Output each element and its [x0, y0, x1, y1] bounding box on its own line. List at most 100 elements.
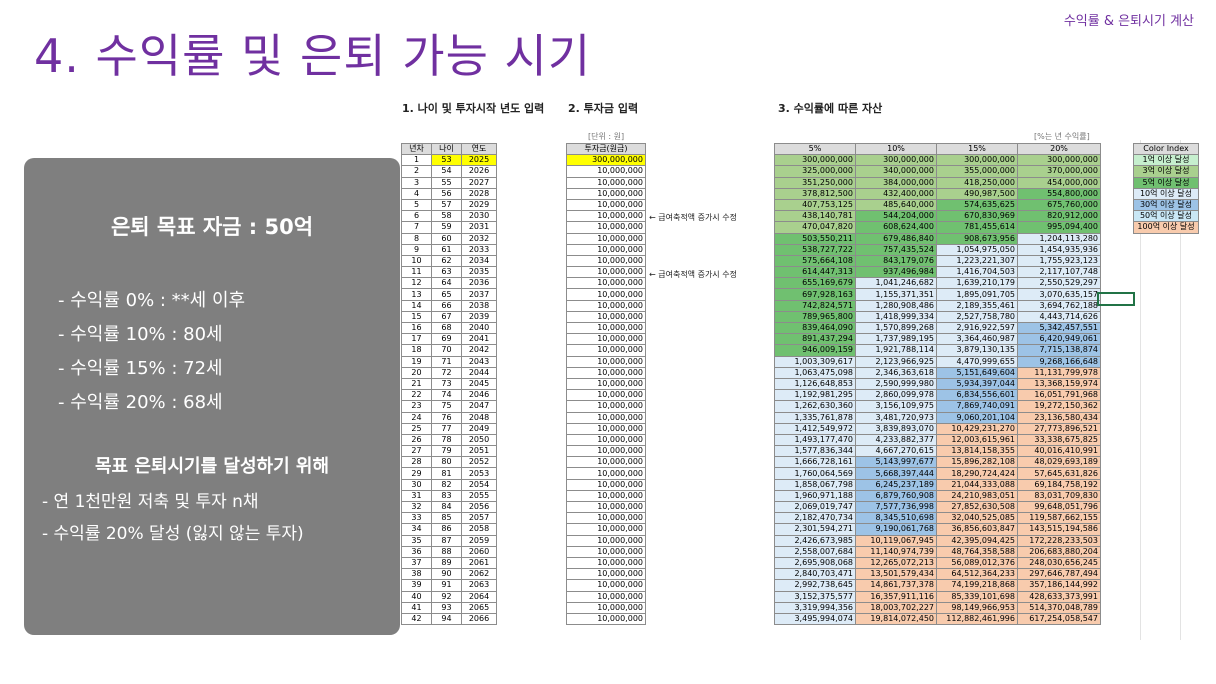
table-row: 10,000,000 [566, 288, 646, 301]
table-row: 10,000,000 [566, 568, 646, 581]
table-cell: 88 [431, 545, 462, 558]
table-cell: 10,000,000 [566, 556, 646, 570]
table-cell: 13,501,579,434 [855, 568, 937, 581]
table-row: 839,464,090 1,570,899,268 2,916,922,597 5,3… [774, 321, 1101, 335]
table-cell: 10,000,000 [566, 467, 646, 480]
table-cell: 370,000,000 [1017, 165, 1101, 178]
table-cell: 2064 [461, 590, 497, 603]
table-cell: 206,683,880,204 [1017, 545, 1101, 558]
table-row: 3,495,994,074 19,814,072,450 112,882,461,9… [774, 612, 1101, 626]
table-cell: 2,527,758,780 [936, 310, 1018, 324]
table-cell: 36 [401, 545, 432, 558]
table-cell: 79 [431, 445, 462, 458]
table-cell: 2 [401, 165, 432, 178]
table-row: 8 60 2032 [401, 232, 497, 245]
table-cell: 3 [401, 176, 432, 189]
table-cell: 2045 [461, 377, 497, 391]
table-row: 10,000,000 [566, 176, 646, 189]
table-row: 50억 이상 달성 [1133, 210, 1199, 223]
table-cell: 18 [401, 344, 432, 357]
table-cell: 72 [431, 366, 462, 379]
color-index-table: Color Index 1억 이상 달성 3억 이상 달성 5억 이상 달성 10억 … [1133, 142, 1199, 234]
table-row: 12 64 2036 [401, 277, 497, 290]
table-cell: 83,031,709,830 [1017, 489, 1101, 503]
table-cell: 82 [431, 478, 462, 491]
table-cell: 679,486,840 [855, 232, 937, 245]
table-row: 503,550,211 679,486,840 908,673,956 1,204,1… [774, 232, 1101, 245]
table-row: 325,000,000 340,000,000 355,000,000 370,000… [774, 165, 1101, 178]
table-cell: 55 [431, 176, 462, 189]
selected-cell[interactable] [1097, 292, 1135, 306]
table-row: 10,000,000 [566, 266, 646, 279]
table-cell: 143,515,194,586 [1017, 523, 1101, 536]
table-cell: 24 [401, 411, 432, 424]
table-cell: 10,000,000 [566, 377, 646, 391]
table-row: 35 87 2059 [401, 534, 497, 547]
table-row: 10,000,000 [566, 579, 646, 592]
table-cell: 470,047,820 [774, 221, 856, 234]
table-cell: 2035 [461, 266, 497, 279]
table-row: 1,063,475,098 2,346,363,618 5,151,649,604 1… [774, 366, 1101, 379]
table-cell: 297,646,787,494 [1017, 568, 1101, 581]
table-cell: 1,126,648,853 [774, 377, 856, 391]
table-cell: 5,143,997,677 [855, 456, 937, 469]
table-cell: 2,840,703,471 [774, 568, 856, 581]
table-cell: 574,635,625 [936, 198, 1018, 212]
table-cell: 10,000,000 [566, 165, 646, 178]
table-cell: 112,882,461,996 [936, 612, 1018, 626]
table-cell: 78 [431, 433, 462, 447]
table-cell: 514,370,048,789 [1017, 601, 1101, 614]
table-cell: 1,921,788,114 [855, 344, 937, 357]
table-cell: 908,673,956 [936, 232, 1018, 245]
table-cell: 1,895,091,705 [936, 288, 1018, 301]
table-cell: 11,131,799,978 [1017, 366, 1101, 379]
table-cell: 2037 [461, 288, 497, 301]
table-cell: 2036 [461, 277, 497, 290]
table-cell: 300,000,000 [936, 154, 1018, 167]
table-cell: 2051 [461, 445, 497, 458]
table-cell: 1,666,728,161 [774, 456, 856, 469]
asset-table: 5% 10% 15% 20% 300,000,000 300,000,000 300,000… [774, 142, 1101, 626]
table-row: 7 59 2031 [401, 221, 497, 234]
table-cell: 1 [401, 154, 432, 167]
table-cell: 63 [431, 266, 462, 279]
table-row: 10,000,000 [566, 612, 646, 626]
table-cell: 1,858,067,798 [774, 478, 856, 491]
table-cell: 2054 [461, 478, 497, 491]
table-cell: 7 [401, 221, 432, 234]
table-cell: 6,834,556,601 [936, 389, 1018, 402]
table-cell: 60 [431, 232, 462, 245]
table-cell: 4,470,999,655 [936, 355, 1018, 368]
table-cell: 29 [401, 467, 432, 480]
table-cell: 26 [401, 433, 432, 447]
table-cell: 7,715,138,874 [1017, 344, 1101, 357]
table-row: 10,000,000 [566, 556, 646, 570]
table-row: 5 57 2029 [401, 198, 497, 212]
retirement-goal: 은퇴 목표 자금 : 50억 [110, 215, 314, 239]
table-cell: 31 [401, 489, 432, 503]
table-cell: 56 [431, 187, 462, 200]
color-index-item: 100억 이상 달성 [1133, 221, 1199, 234]
table-cell: 2,117,107,748 [1017, 266, 1101, 279]
table-cell: 9,060,201,104 [936, 411, 1018, 424]
table-cell: 10,000,000 [566, 254, 646, 268]
table-cell: 10,000,000 [566, 579, 646, 592]
table-row: 1,126,648,853 2,590,999,980 5,934,397,044 1… [774, 377, 1101, 391]
table-cell: 8 [401, 232, 432, 245]
table-row: 378,812,500 432,400,000 490,987,500 554,800… [774, 187, 1101, 200]
table-cell: 16,051,791,968 [1017, 389, 1101, 402]
table-row: 2,992,738,645 14,861,737,378 74,199,218,86… [774, 579, 1101, 592]
memo-note: ← 급여축적액 증가시 수정 [649, 213, 737, 222]
table-cell: 23 [401, 400, 432, 413]
table-cell: 48,764,358,588 [936, 545, 1018, 558]
table-cell: 10,000,000 [566, 355, 646, 368]
table-cell: 48,029,693,189 [1017, 456, 1101, 469]
table-cell: 2065 [461, 601, 497, 614]
table-cell: 2029 [461, 198, 497, 212]
table-cell: 2058 [461, 523, 497, 536]
table-cell: 554,800,000 [1017, 187, 1101, 200]
table-cell: 2,590,999,980 [855, 377, 937, 391]
table-cell: 1,063,475,098 [774, 366, 856, 379]
table-cell: 59 [431, 221, 462, 234]
table-cell: 503,550,211 [774, 232, 856, 245]
